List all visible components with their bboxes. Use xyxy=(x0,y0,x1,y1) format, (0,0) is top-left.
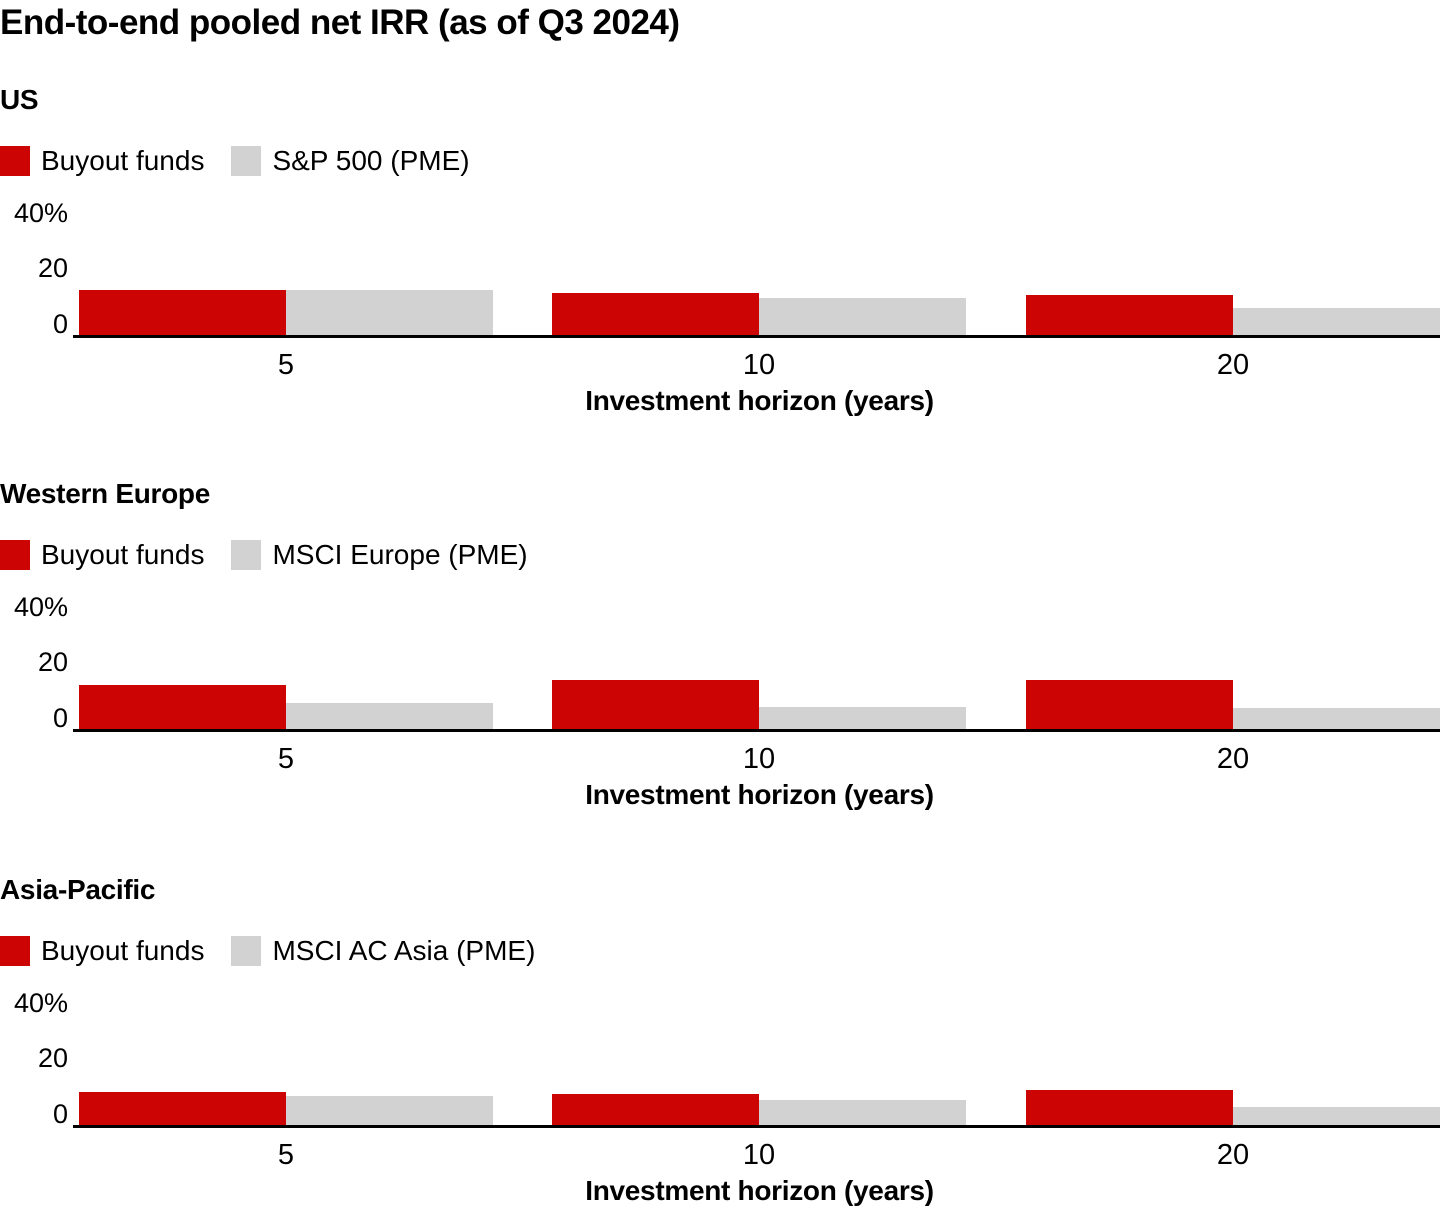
x-axis-line xyxy=(73,335,1440,338)
bar-buyout-5y xyxy=(79,685,286,729)
panel-us: US Buyout funds S&P 500 (PME) 40% 20 0 xyxy=(0,85,1440,479)
bar-benchmark-10y xyxy=(759,298,966,335)
bar-buyout-20y xyxy=(1026,295,1233,335)
x-axis-title: Investment horizon (years) xyxy=(585,385,934,416)
bar-group-5y xyxy=(79,685,493,729)
region-title-us: US xyxy=(0,84,39,115)
legend-label-benchmark: MSCI Europe (PME) xyxy=(272,539,528,570)
legend-us: Buyout funds S&P 500 (PME) xyxy=(0,145,497,177)
x-tick-10: 10 xyxy=(742,349,776,381)
panel-asia-pacific: Asia-Pacific Buyout funds MSCI AC Asia (… xyxy=(0,875,1440,1215)
region-title-asia-pacific: Asia-Pacific xyxy=(0,874,156,905)
x-tick-20: 20 xyxy=(1216,349,1250,381)
bar-chart-us: 40% 20 0 5 10 20 Invest xyxy=(0,197,1440,422)
bar-group-10y xyxy=(552,293,966,335)
region-title-western-europe: Western Europe xyxy=(0,478,210,509)
legend-swatch-buyout-icon xyxy=(0,540,30,570)
plot-area xyxy=(79,197,1440,335)
bar-benchmark-20y xyxy=(1233,707,1440,729)
bar-benchmark-10y xyxy=(759,1100,966,1125)
y-axis-tick-20: 20 xyxy=(37,647,68,677)
x-tick-5: 5 xyxy=(277,349,295,381)
bar-chart-asia-pacific: 40% 20 0 5 10 20 Invest xyxy=(0,987,1440,1212)
y-axis-tick-0: 0 xyxy=(52,703,68,733)
bar-buyout-10y xyxy=(552,293,759,335)
x-axis-title: Investment horizon (years) xyxy=(585,779,934,810)
legend-swatch-buyout-icon xyxy=(0,936,30,966)
panel-western-europe: Western Europe Buyout funds MSCI Europe … xyxy=(0,479,1440,873)
bar-benchmark-5y xyxy=(286,289,493,335)
bar-benchmark-20y xyxy=(1233,1106,1440,1125)
figure-title: End-to-end pooled net IRR (as of Q3 2024… xyxy=(0,3,680,42)
x-tick-5: 5 xyxy=(277,743,295,775)
x-tick-5: 5 xyxy=(277,1139,295,1171)
y-axis-tick-0: 0 xyxy=(52,309,68,339)
x-axis-title: Investment horizon (years) xyxy=(585,1175,934,1206)
bar-chart-western-europe: 40% 20 0 5 10 20 Invest xyxy=(0,591,1440,816)
bar-benchmark-5y xyxy=(286,703,493,729)
legend-swatch-benchmark-icon xyxy=(231,936,262,966)
legend-swatch-benchmark-icon xyxy=(231,146,262,176)
legend-label-buyout: Buyout funds xyxy=(41,935,205,966)
x-axis-line xyxy=(73,1125,1440,1128)
x-tick-20: 20 xyxy=(1216,1139,1250,1171)
bar-group-10y xyxy=(552,1094,966,1125)
bar-group-20y xyxy=(1026,1090,1440,1125)
legend-swatch-benchmark-icon xyxy=(231,540,262,570)
plot-area xyxy=(79,591,1440,729)
bar-benchmark-5y xyxy=(286,1095,493,1125)
bar-group-20y xyxy=(1026,295,1440,335)
bar-buyout-10y xyxy=(552,1094,759,1125)
bar-group-5y xyxy=(79,1091,493,1125)
y-axis-tick-40: 40% xyxy=(13,198,68,228)
bar-buyout-10y xyxy=(552,679,759,729)
legend-label-benchmark: S&P 500 (PME) xyxy=(272,145,470,176)
bar-group-5y xyxy=(79,289,493,335)
x-tick-10: 10 xyxy=(742,1139,776,1171)
bar-benchmark-20y xyxy=(1233,307,1440,335)
y-axis-tick-0: 0 xyxy=(52,1099,68,1129)
bar-buyout-5y xyxy=(79,1091,286,1125)
legend-western-europe: Buyout funds MSCI Europe (PME) xyxy=(0,539,555,571)
y-axis-tick-20: 20 xyxy=(37,1043,68,1073)
bar-buyout-5y xyxy=(79,290,286,335)
x-tick-10: 10 xyxy=(742,743,776,775)
x-tick-20: 20 xyxy=(1216,743,1250,775)
plot-area xyxy=(79,987,1440,1125)
bar-buyout-20y xyxy=(1026,679,1233,729)
legend-label-buyout: Buyout funds xyxy=(41,145,205,176)
y-axis-tick-40: 40% xyxy=(13,988,68,1018)
legend-asia-pacific: Buyout funds MSCI AC Asia (PME) xyxy=(0,935,562,967)
y-axis-tick-40: 40% xyxy=(13,592,68,622)
legend-label-buyout: Buyout funds xyxy=(41,539,205,570)
y-axis-tick-20: 20 xyxy=(37,253,68,283)
x-axis-line xyxy=(73,729,1440,732)
legend-swatch-buyout-icon xyxy=(0,146,30,176)
bar-benchmark-10y xyxy=(759,706,966,729)
bar-group-10y xyxy=(552,679,966,729)
bar-group-20y xyxy=(1026,679,1440,729)
legend-label-benchmark: MSCI AC Asia (PME) xyxy=(272,935,536,966)
bar-buyout-20y xyxy=(1026,1090,1233,1125)
